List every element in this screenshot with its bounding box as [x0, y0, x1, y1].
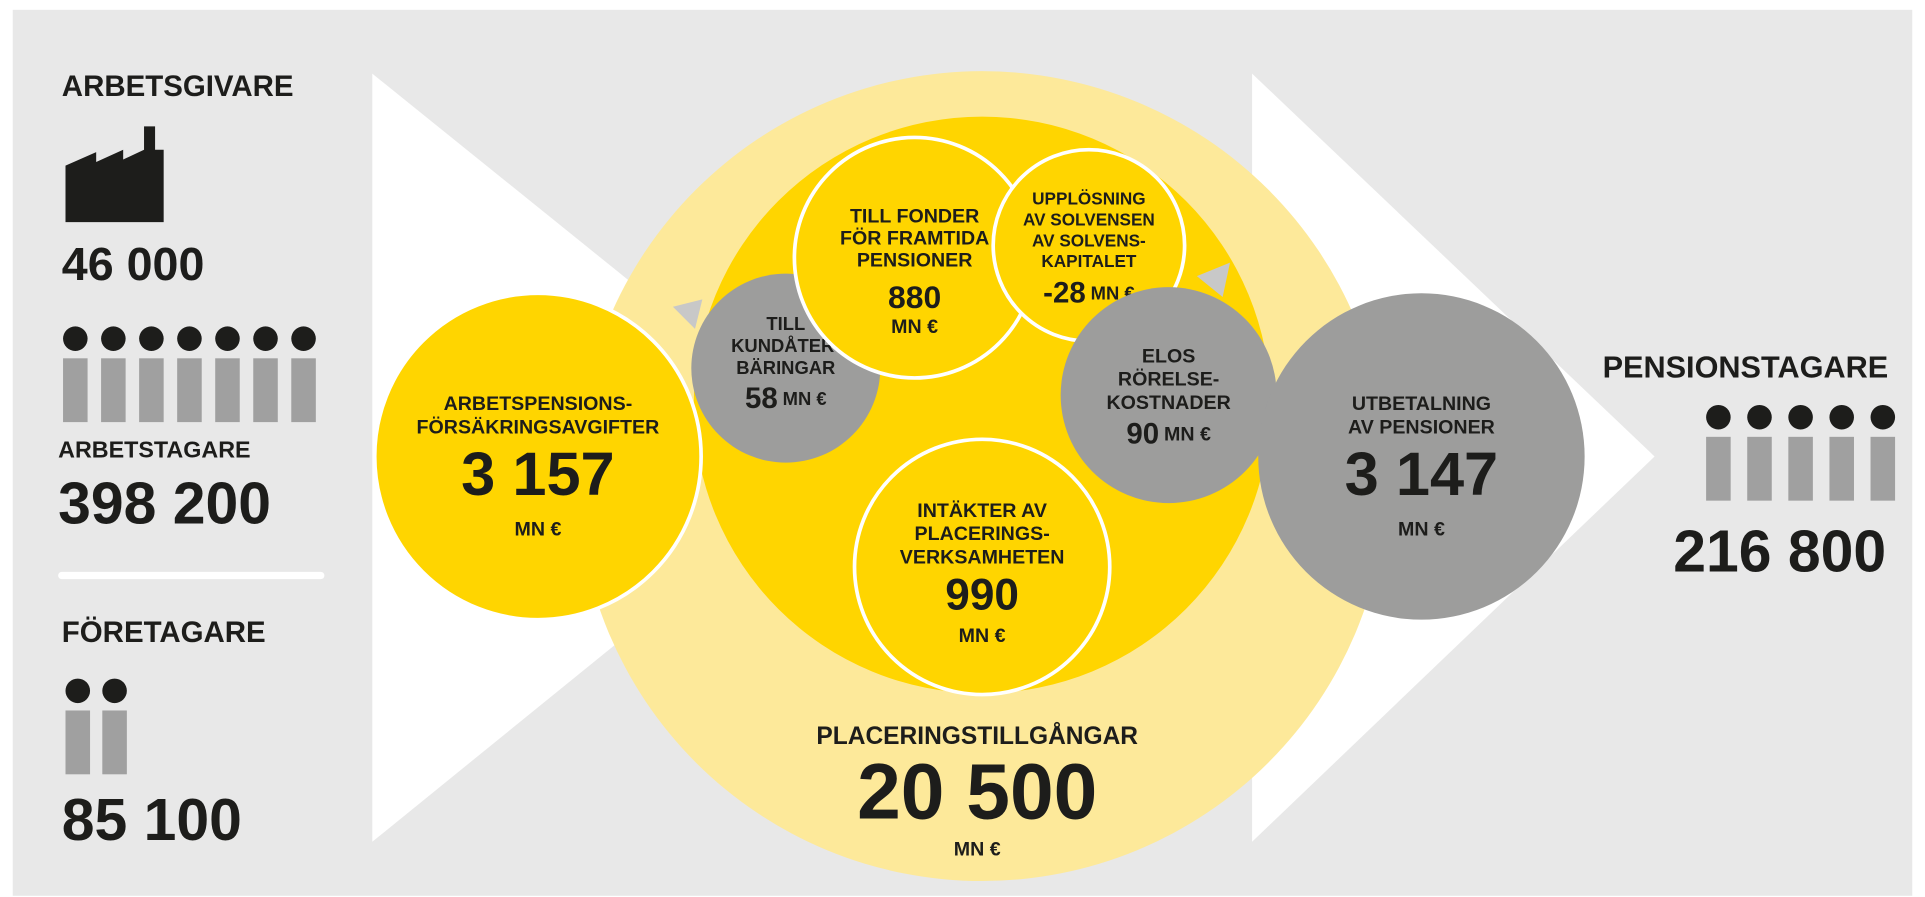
flow-unit: MN €: [514, 518, 561, 540]
flow-value: 20 500: [857, 747, 1097, 835]
person-head: [253, 326, 278, 351]
flow-circle: [1060, 287, 1277, 504]
factory-icon: [65, 126, 164, 223]
employees-title: ARBETSTAGARE: [58, 437, 250, 463]
flow-label: BÄRINGAR: [736, 357, 835, 378]
person-body: [1788, 436, 1813, 501]
flow-value: 990: [945, 570, 1019, 619]
person-head: [1788, 404, 1813, 430]
flow-label: PLACERINGS-: [915, 523, 1050, 545]
flow-unit: MN €: [959, 625, 1006, 647]
arrow: [1196, 262, 1231, 297]
person-body: [102, 710, 127, 775]
person-body: [215, 358, 240, 423]
flow-circle: [372, 291, 703, 622]
flow-unit: MN €: [891, 316, 938, 338]
person-head: [63, 326, 88, 351]
flow-value: 3 157: [461, 440, 615, 509]
flow-label: FÖR FRAMTIDA: [840, 226, 989, 249]
person-head: [177, 326, 202, 351]
flow-label: AV SOLVENSEN: [1023, 209, 1155, 229]
entrepreneurs-title: FÖRETAGARE: [62, 616, 266, 649]
flow-label: PLACERINGSTILLGÅNGAR: [816, 722, 1138, 750]
flow-value: 3 147: [1345, 440, 1499, 509]
employees-count: 398 200: [58, 472, 271, 537]
flow-label: FÖRSÄKRINGSAVGIFTER: [417, 415, 660, 438]
employers-count: 46 000: [62, 238, 205, 290]
flow-label: AV PENSIONER: [1348, 416, 1495, 438]
person-head: [101, 326, 126, 351]
flow-label: KOSTNADER: [1107, 392, 1231, 414]
flow-label: ARBETSPENSIONS-: [444, 393, 633, 415]
entrepreneurs-count: 85 100: [62, 788, 242, 853]
flow-circle: [1258, 293, 1585, 620]
flow-label: TILL FONDER: [850, 205, 979, 227]
arrow: [672, 299, 703, 329]
pensioners-count: 216 800: [1673, 519, 1886, 584]
divider: [58, 571, 325, 580]
employers-title: ARBETSGIVARE: [62, 70, 294, 103]
flow-value: 880: [888, 279, 941, 315]
person-body: [63, 358, 88, 423]
person-head: [1747, 404, 1772, 430]
flow-label: KAPITALET: [1041, 251, 1137, 271]
flow-circle: [852, 437, 1112, 697]
flow-label: TILL: [766, 313, 805, 334]
person-head: [1829, 404, 1854, 430]
person-body: [177, 358, 202, 423]
person-head: [65, 678, 91, 704]
flow-label: VERKSAMHETEN: [900, 547, 1065, 569]
person-head: [1706, 404, 1731, 430]
flow-value: 58 MN €: [745, 382, 827, 415]
unit: MN €: [783, 388, 827, 409]
person-head: [1870, 404, 1896, 430]
person-head: [102, 678, 127, 704]
person-body: [101, 358, 126, 423]
flow-label: AV SOLVENS-: [1032, 230, 1146, 250]
flow-label: UTBETALNING: [1352, 393, 1491, 415]
person-body: [1747, 436, 1772, 501]
value: 58: [745, 382, 778, 415]
pensioners-title: PENSIONSTAGARE: [1603, 350, 1889, 384]
flow-label: ELOS: [1142, 345, 1195, 367]
person-head: [139, 326, 164, 351]
flow-label: KUNDÅTER-: [731, 335, 840, 356]
person-head: [291, 326, 316, 351]
person-body: [291, 358, 316, 423]
flow-label: UPPLÖSNING: [1032, 189, 1145, 209]
value: 90: [1126, 417, 1159, 450]
unit: MN €: [1164, 424, 1211, 446]
flow-label: INTÄKTER AV: [917, 499, 1047, 522]
flow-unit: MN €: [954, 839, 1001, 861]
person-body: [65, 710, 91, 775]
value: -28: [1043, 276, 1086, 309]
person-body: [253, 358, 278, 423]
person-body: [139, 358, 164, 423]
flow-label: PENSIONER: [857, 250, 973, 272]
person-head: [215, 326, 240, 351]
flow-unit: MN €: [1398, 518, 1445, 540]
flow-label: RÖRELSE-: [1118, 368, 1219, 391]
person-body: [1829, 436, 1854, 501]
person-body: [1706, 436, 1731, 501]
flow-value: 90 MN €: [1126, 417, 1211, 450]
person-body: [1870, 436, 1896, 501]
